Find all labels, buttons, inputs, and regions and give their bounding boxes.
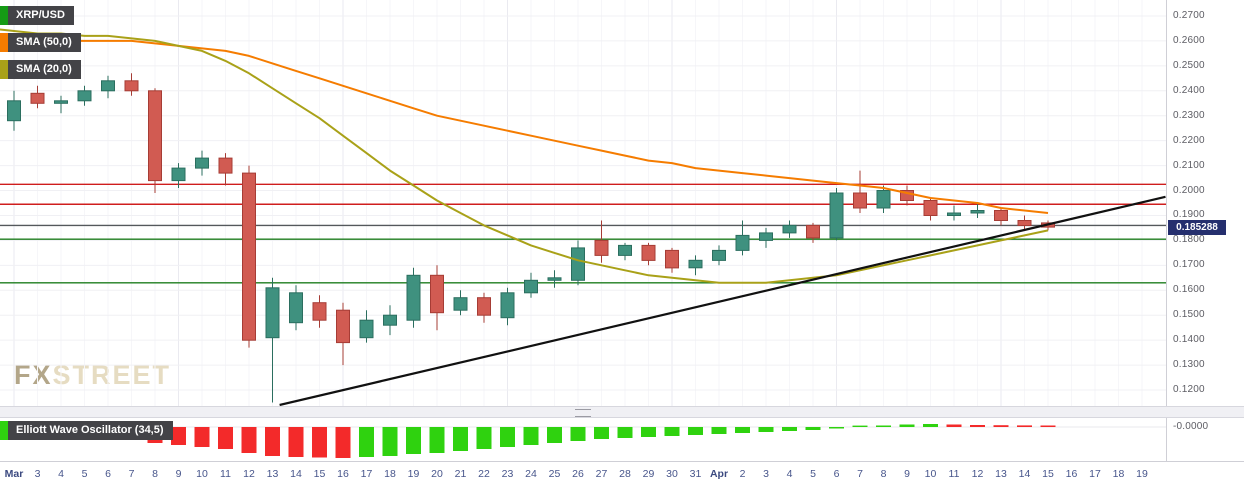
time-tick-label: 11 <box>220 468 231 480</box>
time-axis[interactable]: Mar 3 4 5 6 7 8 9 10 11 12 13 14 15 16 17 18 19 20 21 22 23 24… <box>0 461 1244 488</box>
time-tick-label: 12 <box>243 468 255 480</box>
price-tick-label: 0.2200 <box>1173 134 1205 146</box>
chart-legend: XRP/USD SMA (50,0) SMA (20,0) <box>0 6 81 79</box>
candlestick-chart[interactable] <box>0 0 1166 406</box>
indicator-badge-ewo[interactable]: Elliott Wave Oscillator (34,5) <box>0 421 173 440</box>
price-tick-label: 0.1300 <box>1173 359 1205 371</box>
time-tick-label: 30 <box>666 468 678 480</box>
price-tick-label: 0.2300 <box>1173 109 1205 121</box>
overlay-line-1[interactable] <box>0 28 1049 284</box>
time-tick-label: 5 <box>810 468 816 480</box>
time-tick-label: 21 <box>454 468 467 480</box>
time-tick-label: Apr <box>709 468 729 480</box>
time-tick-label: 18 <box>1112 468 1125 480</box>
horizontal-levels-layer[interactable] <box>0 183 1166 284</box>
sma20-color-chip <box>0 60 8 79</box>
time-tick-label: 3 <box>763 468 769 480</box>
time-tick-label: 8 <box>152 468 158 480</box>
time-tick-label: 15 <box>1042 468 1054 480</box>
time-tick-label: 19 <box>1136 468 1148 480</box>
price-tick-label: 0.1600 <box>1173 284 1205 296</box>
price-tick-label: 0.1200 <box>1173 384 1205 395</box>
price-tick-label: 0.1900 <box>1173 209 1205 221</box>
time-tick-label: 6 <box>833 468 840 480</box>
time-tick-label: Mar <box>4 468 24 480</box>
time-tick-label: 25 <box>548 468 561 480</box>
price-tick-label: 0.2000 <box>1173 184 1205 196</box>
elliott-wave-oscillator-chart[interactable] <box>0 418 1166 461</box>
time-tick-label: 7 <box>857 468 863 480</box>
time-tick-label: 4 <box>58 468 64 480</box>
time-tick-label: 19 <box>407 468 420 480</box>
time-tick-label: 24 <box>525 468 537 480</box>
time-tick-label: 23 <box>501 468 514 480</box>
time-tick-label: 31 <box>689 468 702 480</box>
time-tick-label: 14 <box>290 468 302 480</box>
ewo-color-chip <box>0 421 8 440</box>
time-tick-label: 15 <box>313 468 326 480</box>
time-tick-label: 17 <box>1089 468 1101 480</box>
time-tick-label: 11 <box>948 468 960 480</box>
time-tick-label: 16 <box>1065 468 1078 480</box>
indicator-badge-sma20[interactable]: SMA (20,0) <box>0 60 81 79</box>
time-tick-label: 28 <box>619 468 631 480</box>
price-tick-label: 0.2700 <box>1173 10 1205 21</box>
time-tick-label: 10 <box>924 468 937 480</box>
separator-drag-handle[interactable] <box>575 409 591 417</box>
price-tick-label: 0.2400 <box>1173 84 1205 96</box>
last-price-badge: 0.185288 <box>1168 219 1226 235</box>
candles-layer[interactable] <box>0 73 1055 403</box>
time-tick-label: 4 <box>786 468 793 480</box>
sma20-label: SMA (20,0) <box>8 60 81 79</box>
time-tick-label: 17 <box>360 468 373 480</box>
price-tick-label: 0.1400 <box>1173 334 1205 346</box>
time-tick-label: 27 <box>595 468 608 480</box>
panel-separator[interactable] <box>0 406 1244 418</box>
time-tick-label: 16 <box>337 468 349 480</box>
time-tick-label: 10 <box>196 468 208 480</box>
price-tick-label: 0.1800 <box>1173 234 1205 246</box>
symbol-badge[interactable]: XRP/USD <box>0 6 74 25</box>
time-tick-label: 6 <box>105 468 111 480</box>
ewo-label: Elliott Wave Oscillator (34,5) <box>8 421 173 440</box>
oscillator-tick-label: -0.0000 <box>1173 421 1209 432</box>
time-tick-label: 13 <box>266 468 279 480</box>
ascending-trendline[interactable] <box>279 195 1166 406</box>
price-tick-label: 0.1700 <box>1173 259 1205 271</box>
time-tick-label: 22 <box>478 468 490 480</box>
time-tick-label: 9 <box>904 468 910 480</box>
oscillator-legend: Elliott Wave Oscillator (34,5) <box>0 421 173 440</box>
time-tick-label: 29 <box>642 468 655 480</box>
price-tick-label: 0.2600 <box>1173 34 1205 46</box>
symbol-color-chip <box>0 6 8 25</box>
time-tick-label: 7 <box>128 468 135 480</box>
time-tick-label: 26 <box>572 468 584 480</box>
price-axis[interactable]: 0.185288 0.2700 0.2600 0.2500 0.2400 0.2300 0… <box>1166 0 1244 461</box>
price-tick-label: 0.2500 <box>1173 59 1205 71</box>
price-tick-label: 0.2100 <box>1173 159 1205 171</box>
time-tick-label: 5 <box>81 468 88 480</box>
time-tick-label: 3 <box>34 468 41 480</box>
time-tick-label: 2 <box>739 468 746 480</box>
sma50-color-chip <box>0 33 8 52</box>
time-tick-label: 8 <box>880 468 887 480</box>
sma50-label: SMA (50,0) <box>8 33 81 52</box>
symbol-label: XRP/USD <box>8 6 74 25</box>
overlay-line-0[interactable] <box>0 39 1049 214</box>
time-tick-label: 20 <box>431 468 443 480</box>
price-tick-label: 0.1500 <box>1173 309 1205 321</box>
indicator-badge-sma50[interactable]: SMA (50,0) <box>0 33 81 52</box>
time-tick-label: 12 <box>971 468 984 480</box>
time-tick-label: 9 <box>175 468 182 480</box>
time-tick-label: 13 <box>995 468 1007 480</box>
grid-layer <box>0 0 1166 406</box>
time-tick-label: 18 <box>384 468 396 480</box>
time-tick-label: 14 <box>1018 468 1031 480</box>
